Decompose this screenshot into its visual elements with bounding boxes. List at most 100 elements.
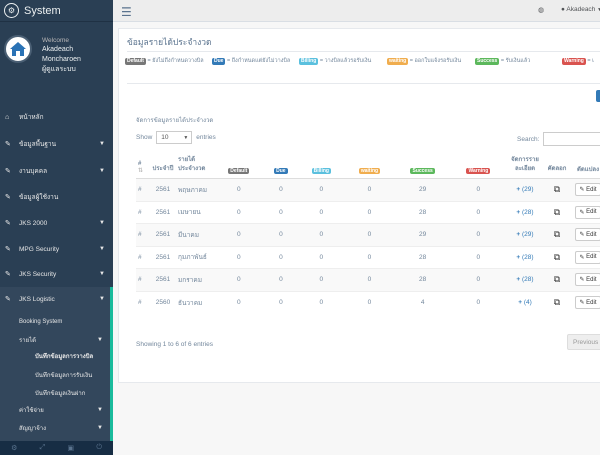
settings-icon[interactable]: ⚙ bbox=[11, 445, 18, 452]
col-due[interactable]: Due bbox=[263, 156, 299, 179]
row-due: 0 bbox=[263, 290, 299, 314]
row-manage[interactable]: + (28) bbox=[506, 245, 544, 269]
row-due: 0 bbox=[263, 178, 299, 201]
plus-icon[interactable]: + bbox=[516, 276, 521, 284]
brand[interactable]: ⚙ System bbox=[0, 0, 113, 22]
globe-icon[interactable]: ◍ bbox=[538, 7, 545, 14]
detail-count[interactable]: (4) bbox=[523, 299, 532, 306]
col-default[interactable]: Default bbox=[214, 156, 264, 179]
legend-text: = วางบิลแล้วรอรับเงิน bbox=[319, 58, 372, 64]
row-edit: ✎ Edit bbox=[570, 200, 600, 224]
submenu-booking[interactable]: Booking System bbox=[0, 315, 110, 329]
col-waiting[interactable]: waiting bbox=[344, 156, 395, 179]
detail-count[interactable]: (28) bbox=[522, 208, 534, 216]
sidebar-item-basic-data[interactable]: ✎ ข้อมูลพื้นฐาน ▼ bbox=[0, 136, 113, 152]
col-billing[interactable]: Billing bbox=[298, 156, 345, 179]
edit-button[interactable]: ✎ Edit bbox=[575, 296, 600, 309]
detail-count[interactable]: (28) bbox=[522, 253, 534, 261]
row-copy[interactable]: ⧉ bbox=[544, 245, 570, 269]
plus-icon[interactable]: + bbox=[518, 299, 523, 306]
detail-count[interactable]: (28) bbox=[522, 276, 534, 284]
plus-icon[interactable]: + bbox=[516, 208, 521, 216]
plus-icon[interactable]: + bbox=[516, 231, 521, 239]
submenu-payment-record[interactable]: บันทึกข้อมูลการรับเงิน bbox=[0, 368, 110, 382]
list-title: จัดการข้อมูลรายได้ประจำงวด bbox=[136, 118, 214, 124]
plus-icon[interactable]: + bbox=[516, 253, 521, 261]
home-icon: ⌂ bbox=[5, 113, 10, 121]
chevron-down-icon: ▼ bbox=[99, 296, 105, 302]
col-copy[interactable]: คัดลอก bbox=[544, 156, 570, 179]
col-manage-label: จัดการรายละเอียด bbox=[511, 157, 539, 172]
edit-button[interactable]: ✎ Edit bbox=[575, 250, 600, 264]
row-default: 0 bbox=[214, 268, 264, 291]
edit-button[interactable]: ✎ Edit bbox=[575, 183, 600, 197]
row-manage[interactable]: + (28) bbox=[506, 200, 544, 224]
submenu-income[interactable]: รายได้ ▼ bbox=[0, 333, 110, 347]
submenu-label: รายได้ bbox=[19, 338, 37, 344]
copy-icon[interactable]: ⧉ bbox=[553, 184, 561, 195]
menu-toggle-icon[interactable]: ☰ bbox=[121, 5, 132, 19]
col-manage[interactable]: จัดการรายละเอียด bbox=[506, 156, 544, 179]
profile-name-last: Moncharoen bbox=[42, 56, 81, 63]
row-year: 2561 bbox=[150, 268, 176, 291]
sidebar-item-jks-security[interactable]: ✎ JKS Security ▼ bbox=[0, 266, 113, 282]
col-warning[interactable]: Warning bbox=[450, 156, 506, 179]
row-warning: 0 bbox=[450, 245, 506, 269]
sidebar-item-mpg-security[interactable]: ✎ MPG Security ▼ bbox=[0, 241, 113, 257]
row-manage[interactable]: + (29) bbox=[506, 223, 544, 246]
col-month[interactable]: รายได้ประจำงวด bbox=[176, 156, 214, 179]
add-button[interactable] bbox=[596, 90, 600, 102]
row-default: 0 bbox=[214, 290, 264, 314]
sidebar-item-jks-logistic[interactable]: ✎ JKS Logistic ▼ bbox=[0, 291, 113, 307]
row-copy[interactable]: ⧉ bbox=[544, 290, 570, 314]
legend-item-success: Success = รับเงินแล้ว bbox=[475, 57, 565, 66]
row-num: # bbox=[136, 223, 150, 246]
copy-icon[interactable]: ⧉ bbox=[553, 206, 561, 217]
sidebar-item-users[interactable]: ✎ ข้อมูลผู้ใช้งาน bbox=[0, 189, 113, 205]
lock-icon[interactable]: ▣ bbox=[67, 445, 75, 452]
sidebar-item-label: ข้อมูลผู้ใช้งาน bbox=[19, 194, 59, 201]
edit-label: Edit bbox=[586, 276, 597, 283]
search-input[interactable] bbox=[543, 132, 600, 146]
submenu-contract[interactable]: สัญญาจ้าง ▼ bbox=[0, 421, 110, 435]
detail-count[interactable]: (29) bbox=[522, 186, 534, 194]
submenu-deposit-record[interactable]: บันทึกข้อมูลเงินฝาก bbox=[0, 386, 110, 400]
row-warning: 0 bbox=[450, 178, 506, 201]
sidebar-item-hr[interactable]: ✎ งานบุคคล ▼ bbox=[0, 163, 113, 179]
row-copy[interactable]: ⧉ bbox=[544, 223, 570, 246]
edit-button[interactable]: ✎ Edit bbox=[575, 273, 600, 287]
status-badge: Billing bbox=[299, 58, 319, 65]
col-year[interactable]: ประจำปี bbox=[150, 156, 176, 179]
power-icon[interactable]: ⏻ bbox=[96, 444, 102, 451]
user-menu[interactable]: ● Akadeach ▼ bbox=[561, 6, 600, 13]
entries-select[interactable]: 10 ▼ bbox=[156, 131, 193, 144]
row-year: 2561 bbox=[150, 223, 176, 246]
row-copy[interactable]: ⧉ bbox=[544, 268, 570, 291]
copy-icon[interactable]: ⧉ bbox=[553, 297, 561, 307]
col-success[interactable]: Success bbox=[394, 156, 451, 179]
copy-icon[interactable]: ⧉ bbox=[553, 251, 561, 262]
status-badge: Billing bbox=[311, 167, 331, 174]
col-edit[interactable]: ดัดแปลง bbox=[570, 156, 600, 179]
row-manage[interactable]: + (29) bbox=[506, 178, 544, 201]
row-copy[interactable]: ⧉ bbox=[544, 200, 570, 224]
sidebar-item-jks2000[interactable]: ✎ JKS 2000 ▼ bbox=[0, 215, 113, 231]
profile: Welcome Akadeach Moncharoen ผู้ดูแลระบบ bbox=[0, 22, 113, 84]
col-num[interactable]: # ⇅ bbox=[136, 156, 150, 179]
detail-count[interactable]: (29) bbox=[522, 231, 534, 239]
table-row: #2561 มีนาคม 0 0 0 0 29 0 + (29) ⧉ ✎ Edit bbox=[136, 223, 600, 246]
edit-button[interactable]: ✎ Edit bbox=[575, 205, 600, 219]
edit-button[interactable]: ✎ Edit bbox=[575, 228, 600, 242]
row-manage[interactable]: + (28) bbox=[506, 268, 544, 291]
copy-icon[interactable]: ⧉ bbox=[553, 274, 561, 285]
fullscreen-icon[interactable]: ⤢ bbox=[39, 444, 46, 451]
previous-button[interactable]: Previous bbox=[567, 334, 600, 350]
sidebar-item-home[interactable]: ⌂ หน้าหลัก bbox=[0, 109, 113, 125]
row-manage[interactable]: + (4) bbox=[506, 290, 544, 314]
sidebar-item-label: งานบุคคล bbox=[19, 168, 48, 175]
plus-icon[interactable]: + bbox=[516, 186, 521, 194]
row-copy[interactable]: ⧉ bbox=[544, 178, 570, 201]
copy-icon[interactable]: ⧉ bbox=[553, 229, 561, 240]
submenu-billing-record[interactable]: บันทึกข้อมูลการวางบิล bbox=[0, 349, 110, 363]
submenu-expense[interactable]: ค่าใช้จ่าย ▼ bbox=[0, 403, 110, 417]
